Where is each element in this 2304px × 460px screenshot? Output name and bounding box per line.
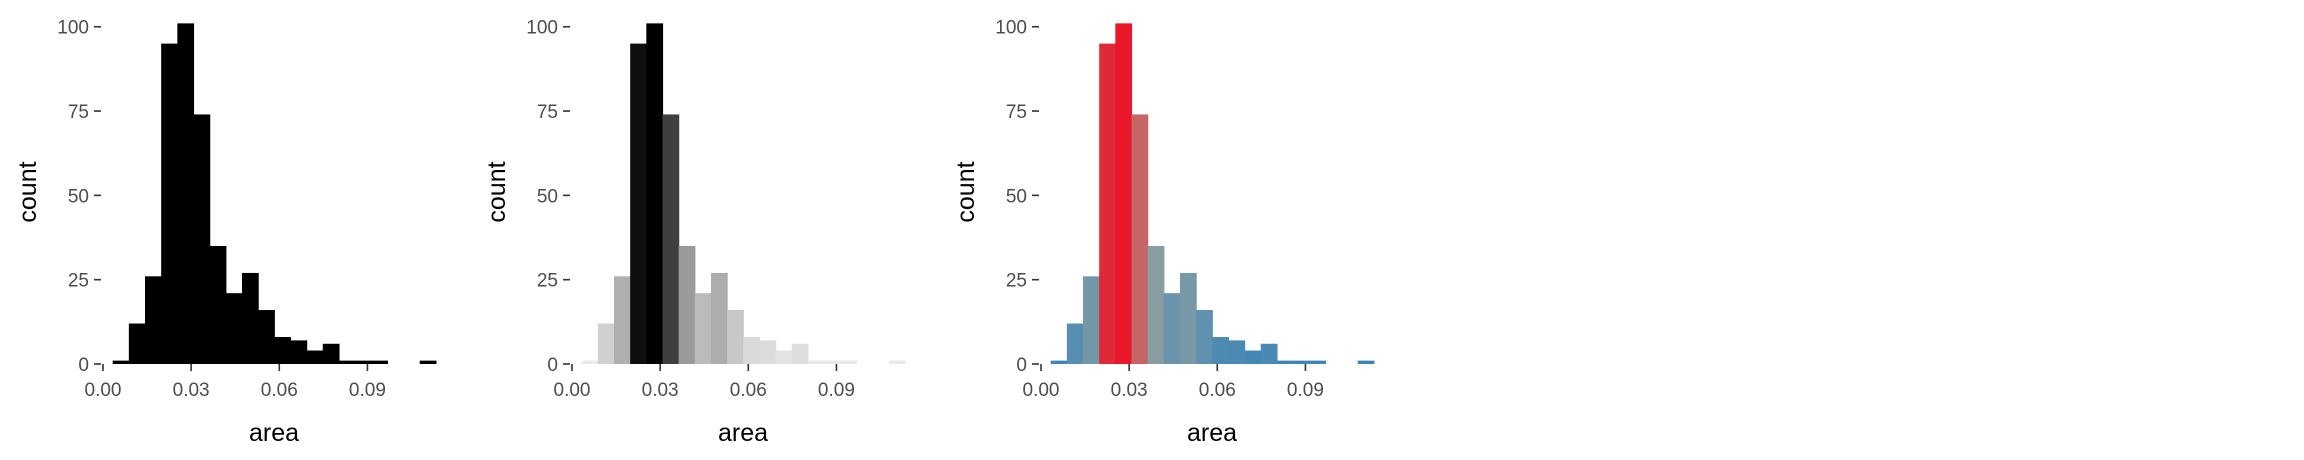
histogram-panel-3: 0 25 50 75 100 0.00 0.03 0.06 0.09 area count [952,18,1375,447]
histogram-bar [161,43,178,365]
histogram-bar [274,337,292,364]
y-tick-label: 50 [1006,186,1027,207]
panel-1-x-axis-title: area [249,419,299,447]
histogram-bar [112,360,130,364]
histogram-bar [128,323,146,364]
histogram-bar [209,245,227,364]
y-tick-label: 25 [1006,271,1027,292]
histogram-bar [419,360,437,364]
histogram-bar [694,293,712,364]
x-tick-label: 0.03 [642,380,679,401]
histogram-bar [581,360,599,364]
panel-3-y-axis-title: count [952,161,980,222]
histogram-bar [1131,114,1149,365]
x-tick-label: 0.06 [730,380,767,401]
histogram-bar [1050,360,1068,364]
histogram-bar [678,245,696,364]
histogram-bar [1276,360,1294,364]
histogram-bar [1196,310,1213,364]
histogram-bar [193,114,211,365]
histogram-panel-1: 0 25 50 75 100 0.00 0.03 0.06 0.09 area count [14,18,437,447]
y-tick-label: 100 [526,18,558,39]
histogram-bar [1163,293,1181,364]
histogram-panel-2: 0 25 50 75 100 0.00 0.03 0.06 0.09 area count [483,18,906,447]
y-tick-label: 0 [1016,355,1027,376]
histogram-bar [597,323,615,364]
histogram-bar [1260,343,1278,364]
histogram-bar [145,276,162,364]
histogram-bar [888,360,906,364]
x-tick-label: 0.00 [85,380,122,401]
y-tick-label: 25 [68,271,89,292]
panel-1-y-axis-title: count [14,161,42,222]
histogram-bar [225,293,243,364]
histogram-bar [1244,350,1262,364]
histogram-bar [759,340,777,364]
histogram-bar [1179,272,1197,364]
histogram-bar [775,350,793,364]
x-tick-label: 0.00 [554,380,591,401]
histogram-bar [322,343,340,364]
panel-2-y-axis-title: count [483,161,511,222]
histogram-bar [1293,360,1310,364]
histogram-bar [614,276,631,364]
y-tick-label: 75 [1006,102,1027,123]
histogram-bar [1083,276,1100,364]
x-tick-label: 0.03 [173,380,210,401]
histogram-bar [1357,360,1375,364]
histogram-bar [177,23,195,365]
histogram-bar [840,360,857,364]
x-tick-label: 0.06 [1199,380,1236,401]
histogram-bar [1147,245,1165,364]
panel-3-x-axis-title: area [1187,419,1237,447]
y-tick-label: 50 [537,186,558,207]
histogram-bar [306,350,324,364]
histogram-bar [662,114,680,365]
x-tick-label: 0.09 [818,380,855,401]
histogram-bar [646,23,664,365]
histogram-bar [807,360,825,364]
histogram-bar [1212,337,1230,364]
histogram-bar [1099,43,1116,365]
x-tick-label: 0.06 [261,380,298,401]
histogram-bar [290,340,308,364]
x-tick-label: 0.00 [1023,380,1060,401]
histogram-bar [1115,23,1133,365]
histogram-bar [1309,360,1326,364]
x-tick-label: 0.03 [1111,380,1148,401]
histogram-bar [791,343,809,364]
histogram-bar [743,337,761,364]
histogram-bar [1228,340,1246,364]
histogram-bar [338,360,356,364]
panel-2-x-axis-title: area [718,419,768,447]
histogram-bar [1066,323,1084,364]
y-tick-label: 25 [537,271,558,292]
histogram-bar [371,360,388,364]
y-tick-label: 100 [995,18,1027,39]
histogram-bar [727,310,744,364]
histogram-bar [630,43,647,365]
x-tick-label: 0.09 [1287,380,1324,401]
histogram-bar [241,272,259,364]
y-tick-label: 0 [547,355,558,376]
y-tick-label: 50 [68,186,89,207]
histogram-bar [258,310,275,364]
histogram-bar [355,360,372,364]
y-tick-label: 0 [78,355,89,376]
y-tick-label: 75 [68,102,89,123]
histogram-bar [710,272,728,364]
y-tick-label: 75 [537,102,558,123]
y-tick-label: 100 [57,18,89,39]
histogram-bar [824,360,841,364]
x-tick-label: 0.09 [349,380,386,401]
